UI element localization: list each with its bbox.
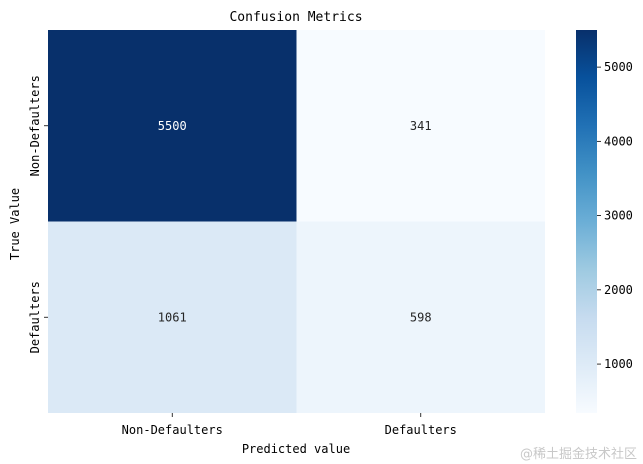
chart-title: Confusion Metrics — [229, 10, 362, 25]
colorbar-tick-label: 3000 — [604, 209, 633, 223]
cell-value-label: 1061 — [158, 310, 187, 324]
colorbar-ticks: 1000 2000 3000 4000 5000 — [597, 60, 633, 371]
colorbar-tick-label: 4000 — [604, 134, 633, 148]
heatmap-cell — [48, 221, 297, 413]
colorbar-tick-label: 1000 — [604, 357, 633, 371]
x-tick-label: Defaulters — [385, 423, 457, 437]
axis-ticks: Non-Defaulters Defaulters Non-Defaulters De… — [28, 75, 457, 437]
y-tick-label: Defaulters — [28, 281, 42, 353]
x-tick-label: Non-Defaulters — [122, 423, 223, 437]
x-axis-label: Predicted value — [242, 442, 350, 456]
heatmap-cells: 5500 341 1061 598 — [48, 30, 545, 413]
cell-value-label: 341 — [410, 119, 432, 133]
y-tick-label: Non-Defaulters — [28, 75, 42, 176]
colorbar: 1000 2000 3000 4000 5000 — [576, 30, 633, 413]
cell-value-label: 5500 — [158, 119, 187, 133]
colorbar-tick-label: 5000 — [604, 60, 633, 74]
heatmap-cell — [296, 221, 545, 413]
cell-value-label: 598 — [410, 310, 432, 324]
y-axis-label: True Value — [8, 188, 22, 260]
heatmap-cell — [48, 30, 297, 222]
colorbar-gradient — [576, 30, 597, 413]
heatmap-cell — [296, 30, 545, 222]
colorbar-tick-label: 2000 — [604, 283, 633, 297]
watermark-text: @稀土掘金技术社区 — [520, 446, 637, 462]
